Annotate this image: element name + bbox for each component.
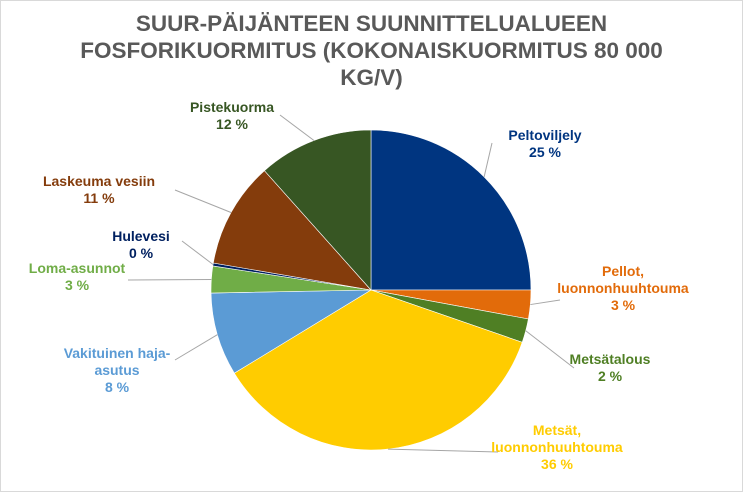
slice-label-1: Pellot, luonnonhuuhtouma 3 % (557, 263, 689, 313)
pie-slice-4 (210, 289, 373, 374)
slice-percent: 36 % (541, 456, 573, 472)
pie-slice-3 (233, 289, 523, 451)
slice-percent: 2 % (598, 368, 623, 384)
leader-lines (127, 114, 575, 453)
leader-line-0 (483, 142, 493, 177)
pie-slice-7 (212, 170, 372, 291)
slice-name: luonnonhuuhtouma (557, 280, 689, 296)
slice-percent: 3 % (65, 277, 90, 293)
slice-percent: 0 % (129, 245, 154, 261)
leader-line-1 (530, 299, 561, 306)
chart-title-line-1: SUUR-PÄIJÄNTEEN SUUNNITTELUALUEEN (135, 11, 608, 36)
slice-percent: 3 % (611, 297, 636, 313)
slice-label-7: Laskeuma vesiin 11 % (43, 173, 155, 206)
slice-name: Pistekuorma (190, 99, 274, 115)
slice-percent: 12 % (216, 116, 248, 132)
slice-name: Vakituinen haja- (64, 345, 171, 361)
slice-percent: 11 % (83, 190, 115, 206)
leader-line-6 (181, 240, 214, 265)
slice-label-2: Metsätalous 2 % (570, 351, 651, 384)
slice-percent: 8 % (105, 379, 130, 395)
slice-name: Peltoviljely (508, 127, 581, 143)
slice-name: asutus (94, 362, 139, 378)
data-labels: Peltoviljely 25 %Pellot, luonnonhuuhtouma 3… (29, 99, 689, 472)
leader-line-4 (174, 334, 218, 361)
leader-line-3 (388, 448, 499, 453)
slice-label-8: Pistekuorma 12 % (190, 99, 274, 132)
slice-name: Laskeuma vesiin (43, 173, 155, 189)
slice-name: Pellot, (602, 263, 644, 279)
chart-title-line-2: FOSFORIKUORMITUS (KOKONAISKUORMITUS 80 0… (80, 38, 663, 63)
slice-name: Metsätalous (570, 351, 651, 367)
leader-line-5 (127, 278, 212, 281)
slice-label-0: Peltoviljely 25 % (508, 127, 581, 160)
slice-name: Metsät, (533, 422, 581, 438)
pie-slice-0 (370, 129, 532, 291)
slice-name: Loma-asunnot (29, 260, 126, 276)
slice-name: luonnonhuuhtouma (491, 439, 623, 455)
slice-name: Hulevesi (112, 228, 170, 244)
chart-title-line-3: KG/V) (340, 65, 403, 90)
leader-line-7 (174, 189, 232, 213)
slice-label-6: Hulevesi 0 % (112, 228, 170, 261)
pie-slices (210, 129, 532, 451)
slice-label-3: Metsät, luonnonhuuhtouma 36 % (491, 422, 623, 472)
slice-label-5: Loma-asunnot 3 % (29, 260, 126, 293)
leader-line-8 (279, 114, 315, 141)
slice-label-4: Vakituinen haja-asutus 8 % (64, 345, 171, 395)
leader-line-2 (525, 330, 575, 369)
chart-title: SUUR-PÄIJÄNTEEN SUUNNITTELUALUEEN FOSFOR… (0, 10, 743, 91)
slice-percent: 25 % (529, 144, 561, 160)
